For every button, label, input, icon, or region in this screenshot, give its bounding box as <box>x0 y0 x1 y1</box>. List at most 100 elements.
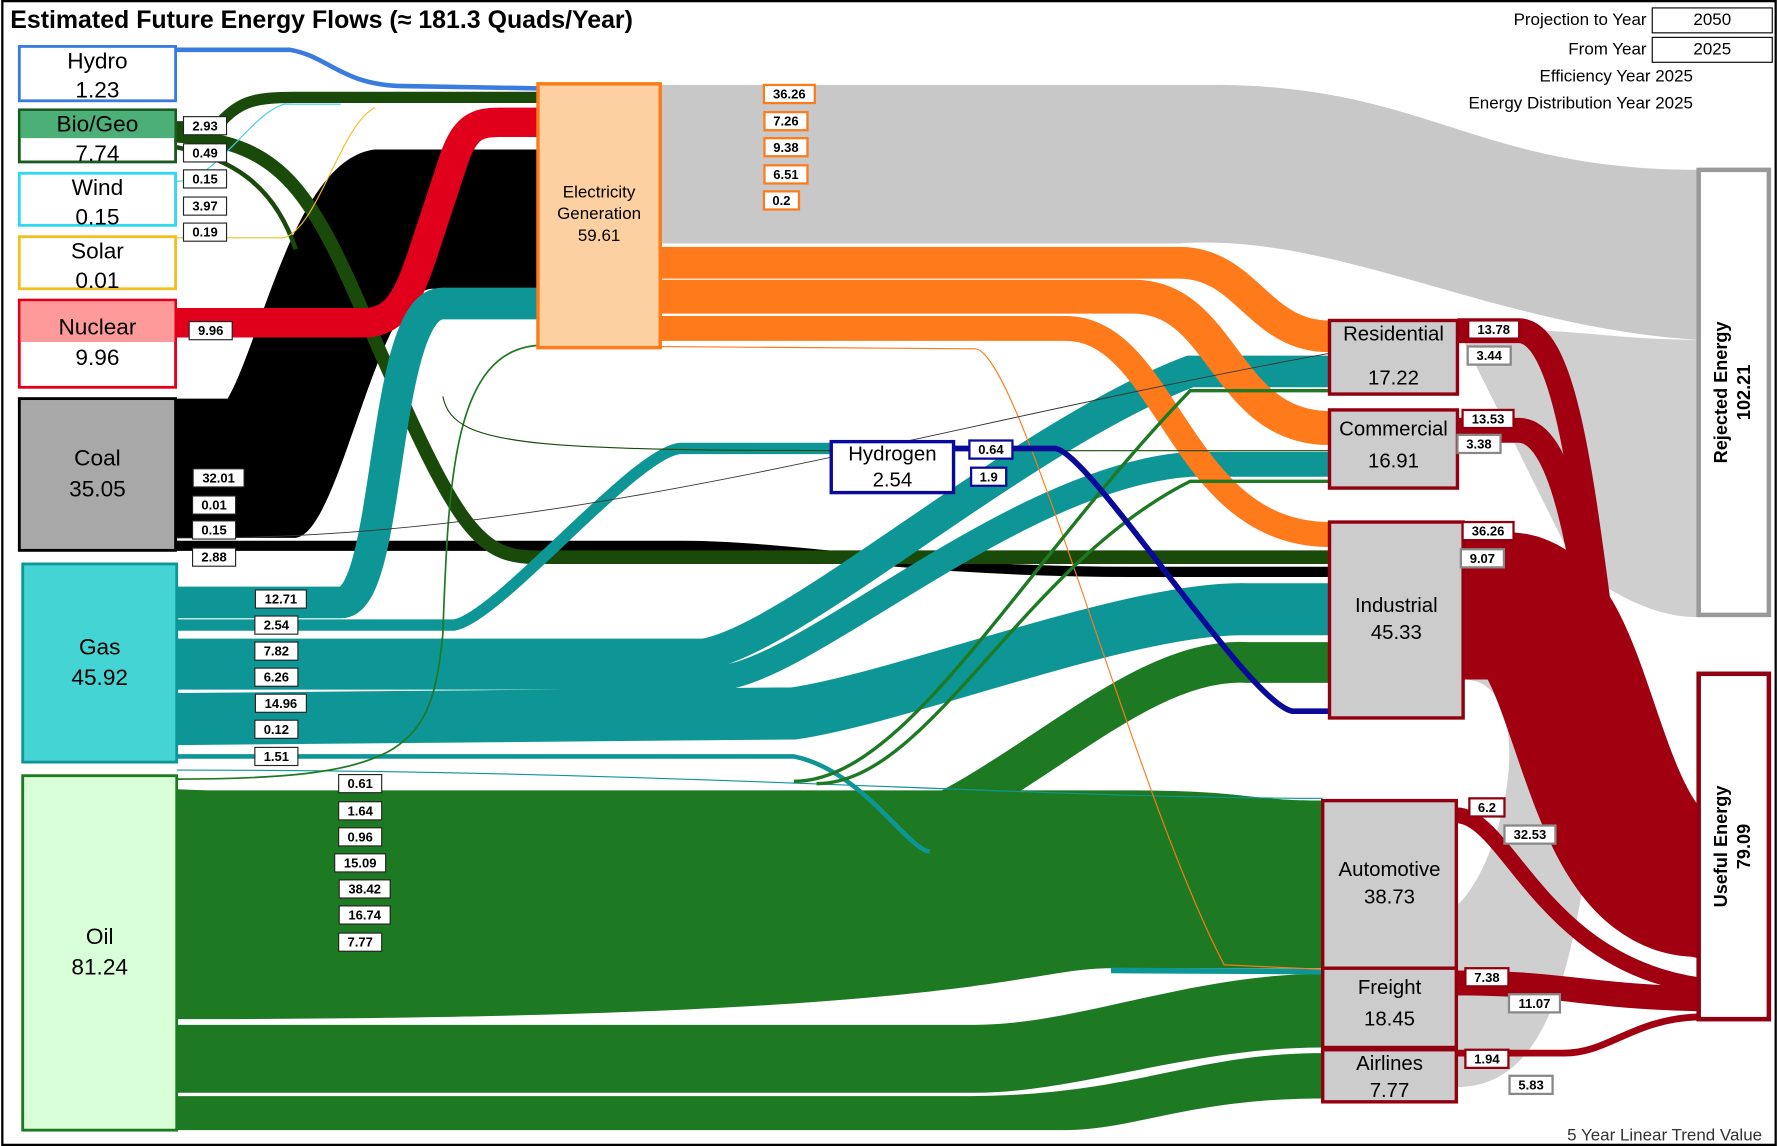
flow-label-box <box>192 547 237 567</box>
flow-label-box <box>254 641 299 661</box>
flow-label-box <box>338 827 383 847</box>
flow-label-box <box>254 589 307 609</box>
source-value: 45.92 <box>71 665 128 690</box>
output-name: Rejected Energy <box>1711 321 1731 463</box>
flow-label: 32.01 <box>202 470 235 485</box>
source-node <box>17 397 177 552</box>
source-name: Bio/Geo <box>57 112 139 137</box>
flow-label: 16.74 <box>348 908 381 923</box>
flow-label-box <box>1503 824 1557 845</box>
flow-label: 0.15 <box>192 171 217 186</box>
flow-band <box>176 1053 1323 1131</box>
source-name: Hydro <box>67 48 127 73</box>
flow-label: 1.51 <box>264 749 289 764</box>
hydrogen-value: 2.54 <box>873 470 913 492</box>
setting-label: From Year <box>1568 39 1647 58</box>
flow-label: 2.88 <box>201 550 226 565</box>
flow-band <box>176 442 832 631</box>
setting-box <box>1651 36 1773 63</box>
output-node <box>1696 671 1772 1022</box>
setting-box <box>1651 7 1773 34</box>
flow-label: 7.26 <box>773 114 798 129</box>
name-line: Generation <box>557 205 641 224</box>
flow-label-box <box>1464 967 1510 988</box>
flow-label-box <box>1461 520 1515 542</box>
flow-label-box <box>1467 319 1521 340</box>
sector-node <box>1321 798 1459 970</box>
flow-label: 7.38 <box>1474 970 1499 985</box>
flow-label-box <box>192 468 245 488</box>
source-node <box>21 774 179 1132</box>
flow-label: 38.42 <box>348 882 381 897</box>
flow-label: 15.09 <box>344 855 377 870</box>
source-node <box>21 562 179 764</box>
source-value: 81.24 <box>71 955 128 980</box>
flow-label: 7.77 <box>347 935 372 950</box>
flow-label: 1.94 <box>1474 1051 1500 1066</box>
flow-label-box <box>338 905 391 925</box>
flow-label: 0.61 <box>347 776 372 791</box>
flow-band <box>1455 807 1700 994</box>
source-value: 9.96 <box>75 345 119 370</box>
flow-band <box>176 47 538 91</box>
flow-label-box <box>338 932 383 952</box>
sector-value: 7.77 <box>1370 1080 1410 1102</box>
flow-label-box <box>1507 993 1562 1014</box>
flow-label-box <box>182 143 228 163</box>
flow-label: 36.26 <box>773 87 806 102</box>
flow-label-box <box>338 879 391 899</box>
note: Energy Distribution Year 2025 <box>1468 94 1693 113</box>
flows <box>175 47 1710 1131</box>
flow-band <box>176 287 538 619</box>
flow-label-box <box>254 693 307 713</box>
nodes: Hydro 1.23 Bio/Geo 7.74 Wind 0.15 Solar 0.01 Nuc… <box>17 45 1772 1132</box>
flow-label: 32.53 <box>1514 827 1547 842</box>
flow-label-box <box>182 196 228 216</box>
sector-value: 45.33 <box>1371 622 1422 644</box>
flow-label-box <box>763 137 809 158</box>
flow-label: 6.26 <box>264 670 289 685</box>
source-value: 0.15 <box>75 205 119 230</box>
flow-label-box <box>188 321 233 341</box>
flow-band <box>1110 967 1323 975</box>
flow-label-box <box>1468 797 1506 818</box>
flow-band <box>176 355 1330 671</box>
flow-band <box>176 107 376 239</box>
output-value: 102.21 <box>1734 365 1754 420</box>
sector-name: Automotive <box>1339 859 1441 881</box>
flow-label-box <box>182 116 228 136</box>
flow-label: 0.01 <box>201 498 226 513</box>
flow-label: 6.51 <box>773 167 798 182</box>
flow-label: 6.2 <box>1478 800 1496 815</box>
name-line: Electricity <box>563 183 636 202</box>
flow-label: 0.12 <box>264 722 289 737</box>
flow-label: 7.82 <box>264 644 289 659</box>
flow-label: 0.49 <box>192 145 217 160</box>
hydrogen-name: Hydrogen <box>848 444 936 466</box>
flow-band <box>660 315 1330 547</box>
source-value: 0.01 <box>75 268 119 293</box>
flow-band <box>793 388 1330 784</box>
flow-label: 0.2 <box>772 193 790 208</box>
electricity-node <box>536 82 662 350</box>
source-node <box>17 171 177 227</box>
flow-label: 11.07 <box>1519 996 1551 1011</box>
flow-label-box <box>254 615 299 635</box>
sector-value: 18.45 <box>1364 1009 1415 1031</box>
sector-node <box>1321 1048 1459 1104</box>
footer: 5 Year Linear Trend Value <box>1567 1125 1762 1144</box>
setting-value: 2025 <box>1693 39 1731 58</box>
source-header <box>20 110 175 139</box>
flow-label: 13.78 <box>1477 322 1510 337</box>
flow-band <box>176 790 1323 1020</box>
flow-band <box>660 246 1331 353</box>
source-name: Nuclear <box>58 314 136 339</box>
flow-label: 14.96 <box>265 696 298 711</box>
flow-label: 36.26 <box>1472 524 1505 539</box>
sector-name: Residential <box>1343 324 1444 346</box>
flow-band <box>176 451 1330 690</box>
flow-label: 0.15 <box>201 523 226 538</box>
source-header <box>20 301 175 342</box>
flow-label: 5.83 <box>1518 1077 1543 1092</box>
source-name: Gas <box>79 634 120 659</box>
